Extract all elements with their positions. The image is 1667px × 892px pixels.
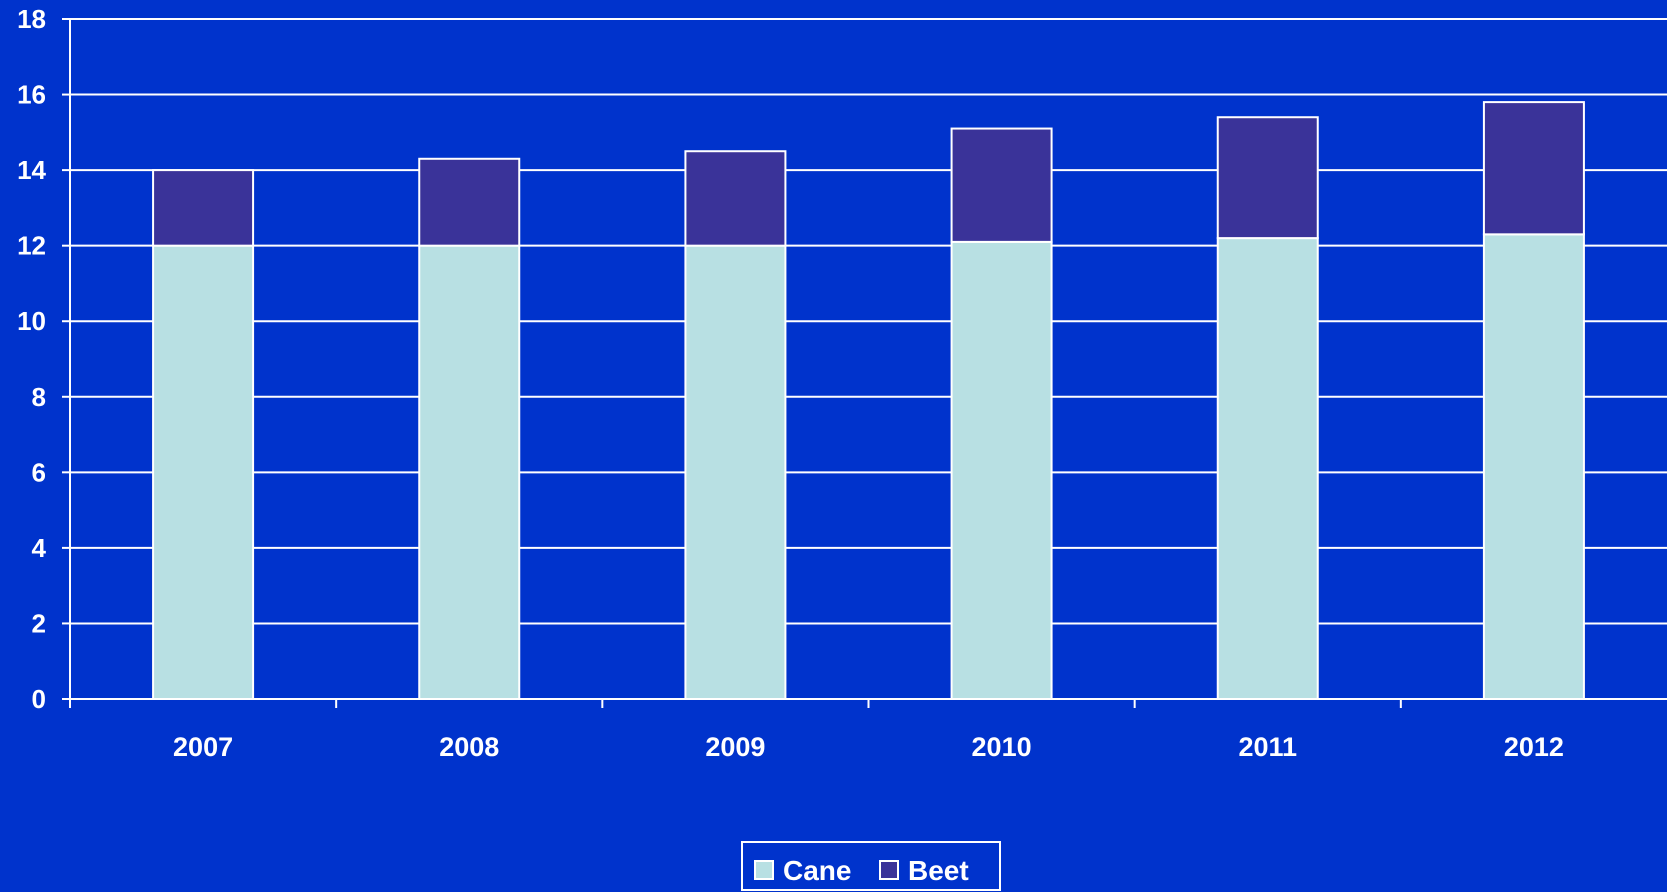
x-tick-label: 2009 bbox=[705, 732, 765, 762]
y-tick-label: 4 bbox=[32, 533, 47, 563]
bar-cane-2007 bbox=[152, 244, 255, 701]
bars bbox=[152, 101, 1585, 701]
bar-beet-2011 bbox=[1216, 116, 1319, 240]
legend-label-cane: Cane bbox=[783, 855, 851, 886]
x-tick-label: 2010 bbox=[972, 732, 1032, 762]
axes bbox=[69, 19, 1667, 700]
bar-cane-2009 bbox=[684, 244, 787, 701]
bar-cane-2012 bbox=[1482, 233, 1585, 700]
bar-beet-2012 bbox=[1482, 101, 1585, 236]
y-tick-label: 8 bbox=[32, 382, 46, 412]
x-tick-label: 2011 bbox=[1238, 732, 1297, 762]
bar-beet-2009 bbox=[684, 150, 787, 247]
bar-beet-2010 bbox=[950, 127, 1053, 243]
x-tick-label: 2012 bbox=[1504, 732, 1564, 762]
legend: Cane Beet bbox=[741, 841, 1001, 891]
bar-cane-2008 bbox=[418, 244, 521, 701]
bar-beet-2007 bbox=[152, 169, 255, 247]
legend-swatch-cane bbox=[754, 860, 774, 880]
x-tick-label: 2007 bbox=[173, 732, 233, 762]
y-tick-label: 16 bbox=[17, 80, 46, 110]
bar-cane-2011 bbox=[1216, 237, 1319, 700]
x-axis-ticks: 2007 2008 2009 2010 2011 2012 bbox=[69, 699, 1564, 762]
y-tick-label: 14 bbox=[17, 155, 46, 185]
y-tick-label: 10 bbox=[17, 306, 46, 336]
x-tick-label: 2008 bbox=[439, 732, 499, 762]
y-tick-label: 0 bbox=[32, 684, 46, 714]
bar-cane-2010 bbox=[950, 240, 1053, 700]
legend-label-beet: Beet bbox=[908, 855, 969, 886]
y-axis-ticks: 0 2 4 6 8 10 12 14 16 18 bbox=[17, 4, 70, 714]
gridlines bbox=[70, 18, 1667, 625]
legend-box bbox=[741, 841, 1001, 891]
y-tick-label: 6 bbox=[32, 457, 46, 487]
y-tick-label: 2 bbox=[32, 608, 46, 638]
y-tick-label: 12 bbox=[17, 231, 46, 261]
y-tick-label: 18 bbox=[17, 4, 46, 34]
legend-swatch-beet bbox=[879, 860, 899, 880]
bar-beet-2008 bbox=[418, 157, 521, 247]
